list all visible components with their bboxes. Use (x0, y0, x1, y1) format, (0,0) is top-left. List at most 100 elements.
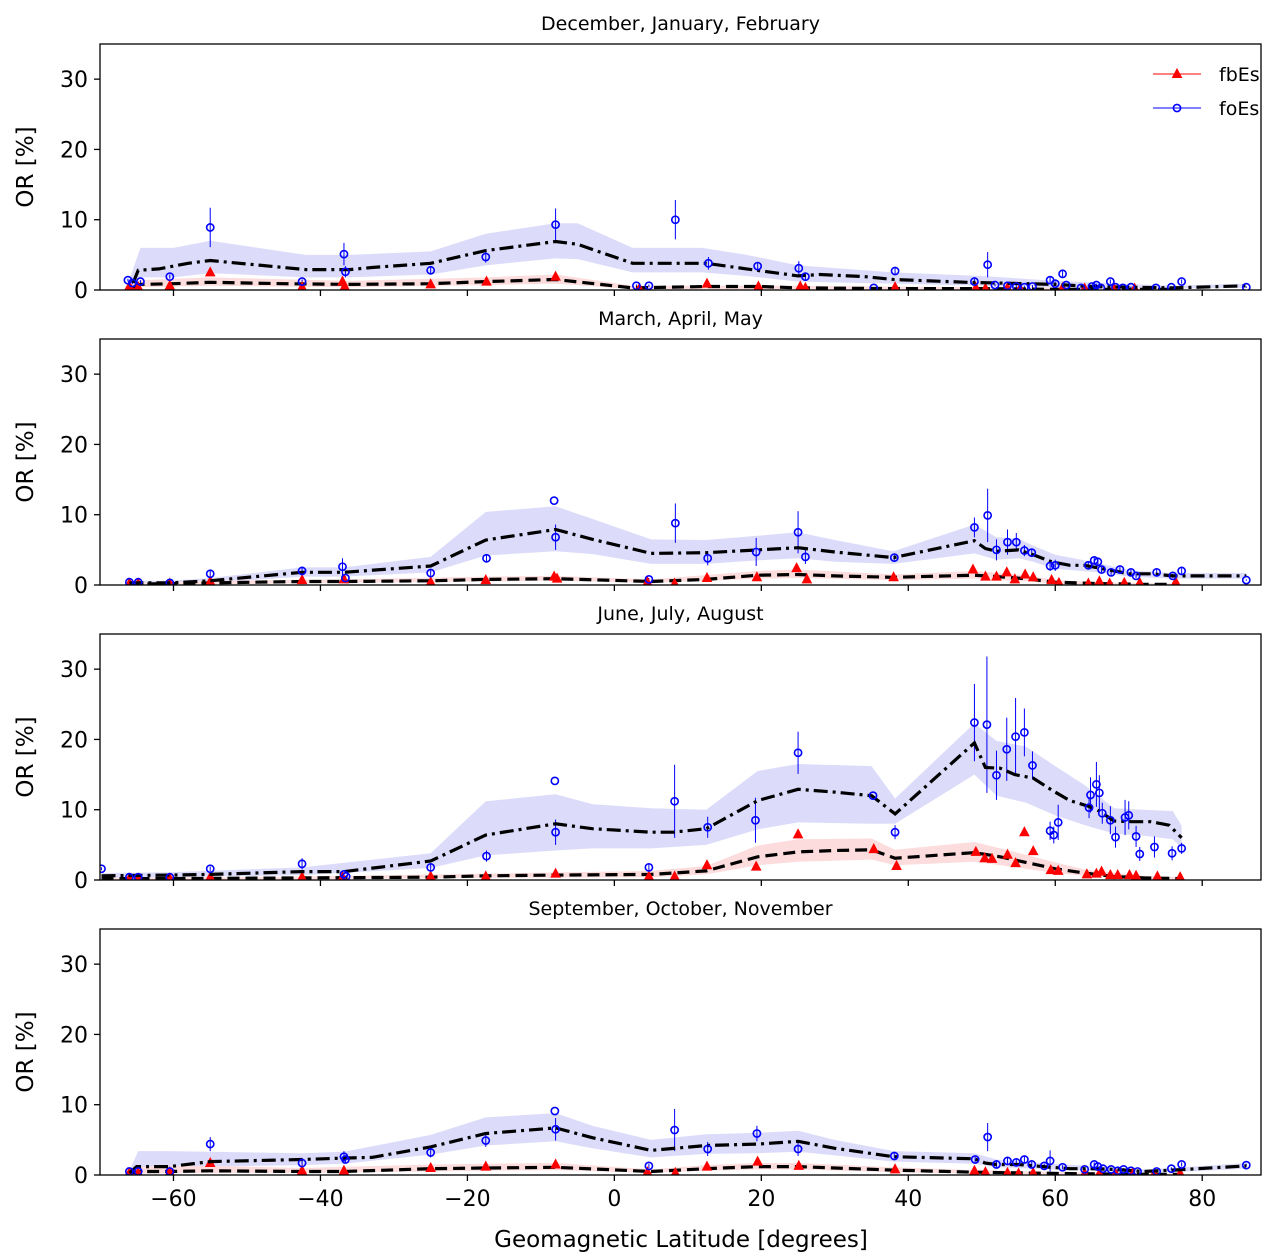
fbEs-point (550, 1158, 561, 1169)
foEs-point (704, 258, 713, 268)
foEs-point (482, 851, 491, 861)
foEs-point (1050, 279, 1060, 289)
foEs-point (890, 266, 900, 276)
foEs-point (1027, 548, 1037, 558)
foEs-point (1011, 1157, 1021, 1167)
foEs-point (124, 577, 134, 585)
y-tick-label: 20 (60, 138, 88, 163)
fbEs-point (792, 828, 804, 839)
fbEs-uncertainty-band (129, 1163, 1181, 1175)
plot-area (124, 488, 1251, 585)
foEs-point (341, 267, 350, 277)
foEs-point (165, 272, 175, 282)
foEs-point (1049, 830, 1059, 840)
foEs-point (426, 862, 436, 872)
foEs-point (990, 280, 1000, 290)
foEs-point (793, 527, 803, 537)
foEs-point (133, 577, 143, 585)
foEs-point (426, 265, 436, 275)
x-tick-label: −20 (444, 1187, 490, 1212)
fbEs-point (888, 571, 899, 582)
foEs-point (297, 859, 307, 869)
foEs-point (1019, 728, 1029, 737)
foEs-mean-curve (129, 527, 1247, 585)
foEs-point (426, 568, 436, 578)
fbEs-point (671, 1166, 680, 1175)
fbEs-point (1019, 826, 1030, 837)
foEs-point (752, 1129, 762, 1138)
foEs-point (1166, 1164, 1176, 1174)
foEs-point (1124, 810, 1134, 820)
y-axis-label: OR [%] (13, 126, 39, 207)
fbEs-point (1081, 868, 1093, 879)
foEs-point (751, 815, 760, 825)
foEs-uncertainty-band (129, 1113, 1247, 1175)
legend-marker (1171, 67, 1183, 78)
foEs-point (124, 872, 134, 880)
foEs-point (426, 1148, 436, 1157)
foEs-point (1019, 1155, 1029, 1164)
fbEs-point (1112, 869, 1124, 880)
foEs-point (205, 864, 215, 874)
foEs-point (100, 864, 106, 874)
foEs-point (1058, 1162, 1068, 1172)
foEs-point (551, 827, 560, 837)
fbEs-point (971, 281, 981, 290)
y-tick-label: 0 (74, 574, 88, 599)
foEs-point (1011, 732, 1020, 742)
fbEs-point (1003, 1166, 1012, 1175)
plot-area (123, 200, 1251, 290)
fbEs-point (133, 281, 143, 290)
foEs-point (1105, 277, 1115, 286)
fbEs-mean-curve (101, 848, 1181, 880)
foEs-point (670, 796, 680, 806)
fbEs-point (297, 281, 307, 290)
foEs-point (341, 573, 350, 583)
foEs-point (550, 776, 560, 786)
fbEs-point (868, 843, 880, 854)
foEs-point (297, 277, 307, 286)
fbEs-point (550, 867, 561, 878)
fbEs-point (801, 281, 810, 290)
fbEs-point (1001, 566, 1013, 577)
foEs-point (1152, 567, 1162, 577)
foEs-point (1045, 1156, 1055, 1166)
fbEs-uncertainty-band (129, 274, 1173, 290)
foEs-point (869, 283, 879, 290)
fbEs-point (1171, 576, 1181, 585)
foEs-point (1097, 565, 1106, 574)
fbEs-point (296, 574, 308, 585)
foEs-point (1241, 575, 1251, 585)
foEs-point (670, 1125, 680, 1135)
fbEs-point (701, 859, 713, 870)
fbEs-point (425, 1161, 436, 1172)
foEs-point (970, 1155, 980, 1164)
panel-frame (99, 928, 1262, 1176)
foEs-point (297, 1158, 307, 1168)
foEs-point (341, 1155, 350, 1164)
x-tick-label: −40 (297, 1187, 343, 1212)
y-tick-label: 10 (60, 799, 88, 824)
foEs-point (751, 547, 761, 557)
panel: 0 10 20 30 −60 −40 −20 0 20 40 60 80 September, Octo… (13, 898, 1262, 1212)
foEs-mean-curve (128, 1126, 1247, 1175)
foEs-point (165, 1167, 175, 1175)
legend-label: fbEs (1219, 64, 1260, 86)
foEs-point (1126, 282, 1136, 290)
foEs-point (1083, 560, 1093, 570)
x-tick-label: 20 (747, 1187, 775, 1212)
fbEs-point (425, 278, 436, 289)
panel-frame (99, 43, 1262, 291)
foEs-uncertainty-band (129, 223, 1247, 289)
foEs-point (644, 1161, 654, 1171)
foEs-point (670, 518, 680, 528)
foEs-point (1133, 1167, 1142, 1175)
fbEs-point (550, 270, 561, 281)
x-tick-label: 80 (1188, 1187, 1216, 1212)
foEs-point (297, 566, 307, 576)
fbEs-point (642, 1166, 653, 1175)
foEs-point (793, 1144, 803, 1154)
foEs-point (983, 1132, 993, 1142)
fbEs-point (1175, 871, 1185, 880)
